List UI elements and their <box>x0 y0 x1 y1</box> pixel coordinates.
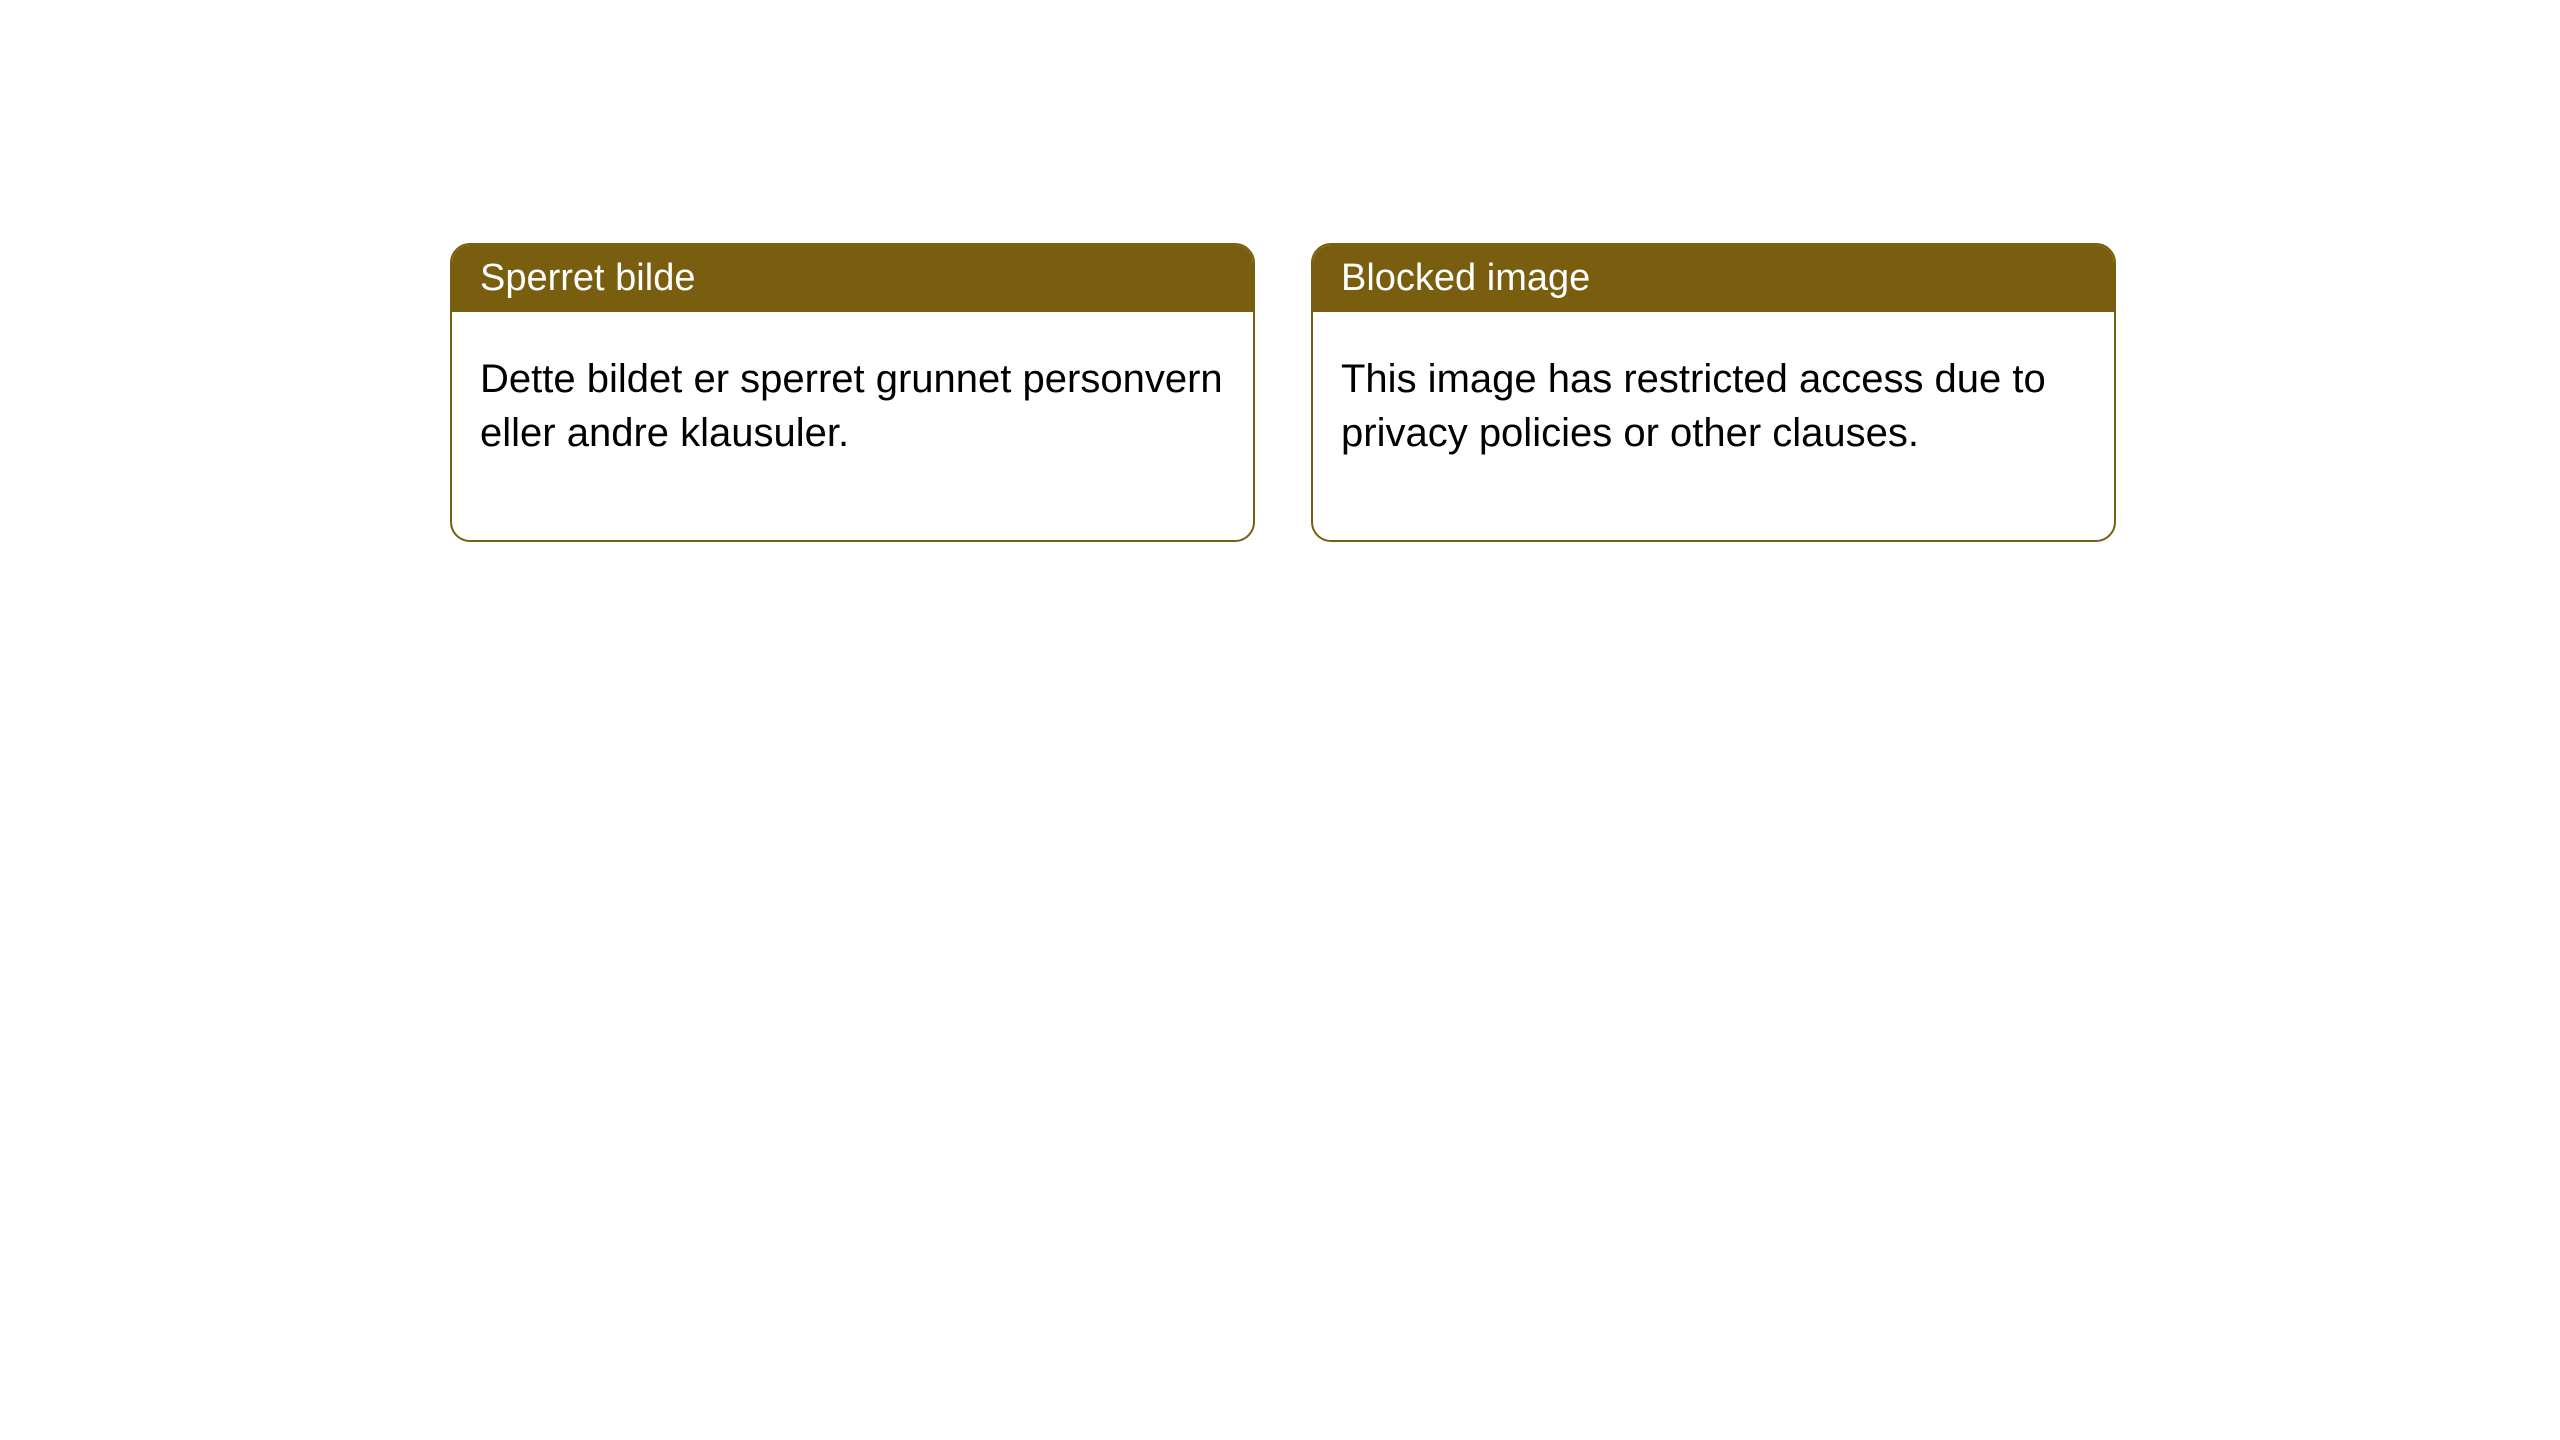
notice-container: Sperret bilde Dette bildet er sperret gr… <box>0 0 2560 542</box>
notice-card-title: Blocked image <box>1313 245 2114 312</box>
notice-card-english: Blocked image This image has restricted … <box>1311 243 2116 542</box>
notice-card-title: Sperret bilde <box>452 245 1253 312</box>
notice-card-norwegian: Sperret bilde Dette bildet er sperret gr… <box>450 243 1255 542</box>
notice-card-body: This image has restricted access due to … <box>1313 312 2114 540</box>
notice-card-body: Dette bildet er sperret grunnet personve… <box>452 312 1253 540</box>
